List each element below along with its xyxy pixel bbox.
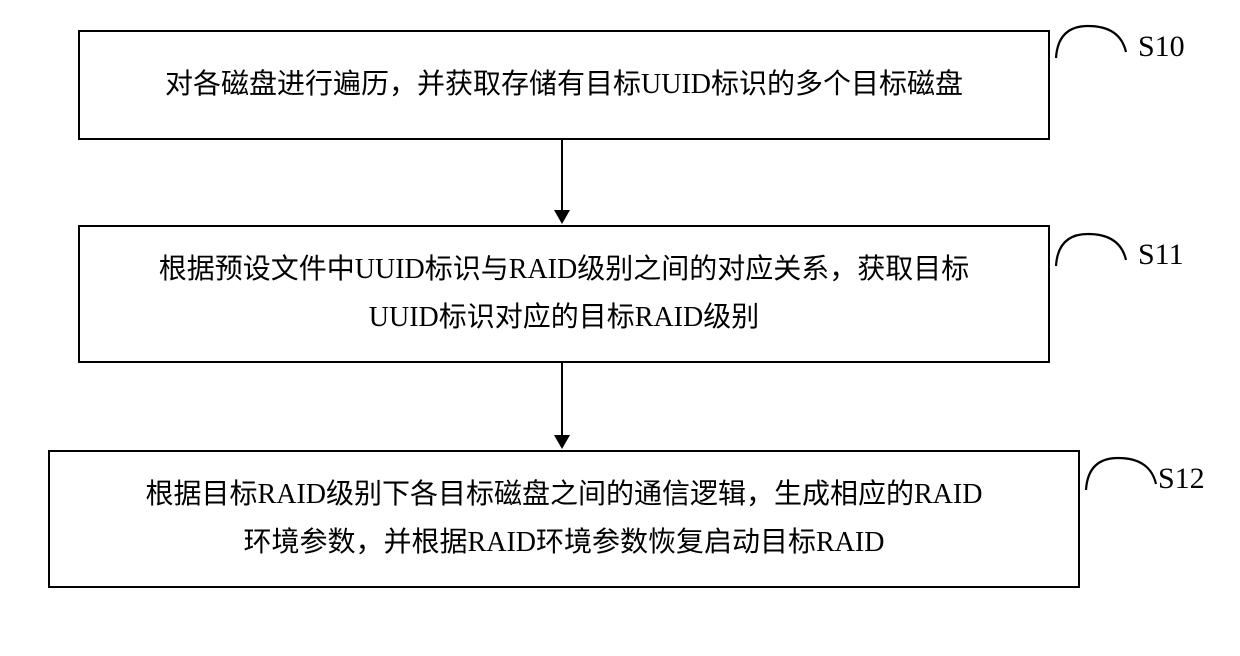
arrow-line <box>561 140 563 212</box>
bracket-icon <box>1082 444 1164 501</box>
step-text-s10: 对各磁盘进行遍历，并获取存储有目标UUID标识的多个目标磁盘 <box>157 61 971 109</box>
bracket-svg-icon <box>1082 444 1164 496</box>
bracket-icon <box>1052 12 1134 69</box>
bracket-icon <box>1052 220 1134 277</box>
arrow-head-icon <box>554 210 570 224</box>
step-label-s12: S12 <box>1158 462 1205 496</box>
flowchart: 对各磁盘进行遍历，并获取存储有目标UUID标识的多个目标磁盘 根据预设文件中UU… <box>0 0 1240 656</box>
step-label-s11: S11 <box>1138 238 1184 272</box>
arrow-head-icon <box>554 435 570 449</box>
step-text-s11: 根据预设文件中UUID标识与RAID级别之间的对应关系，获取目标 UUID标识对… <box>151 246 977 341</box>
bracket-svg-icon <box>1052 220 1134 272</box>
bracket-svg-icon <box>1052 12 1134 64</box>
step-text-s12: 根据目标RAID级别下各目标磁盘之间的通信逻辑，生成相应的RAID 环境参数，并… <box>138 471 991 566</box>
step-box-s12: 根据目标RAID级别下各目标磁盘之间的通信逻辑，生成相应的RAID 环境参数，并… <box>48 450 1080 588</box>
arrow-line <box>561 363 563 437</box>
step-label-s10: S10 <box>1138 30 1185 64</box>
step-box-s10: 对各磁盘进行遍历，并获取存储有目标UUID标识的多个目标磁盘 <box>78 30 1050 140</box>
step-box-s11: 根据预设文件中UUID标识与RAID级别之间的对应关系，获取目标 UUID标识对… <box>78 225 1050 363</box>
